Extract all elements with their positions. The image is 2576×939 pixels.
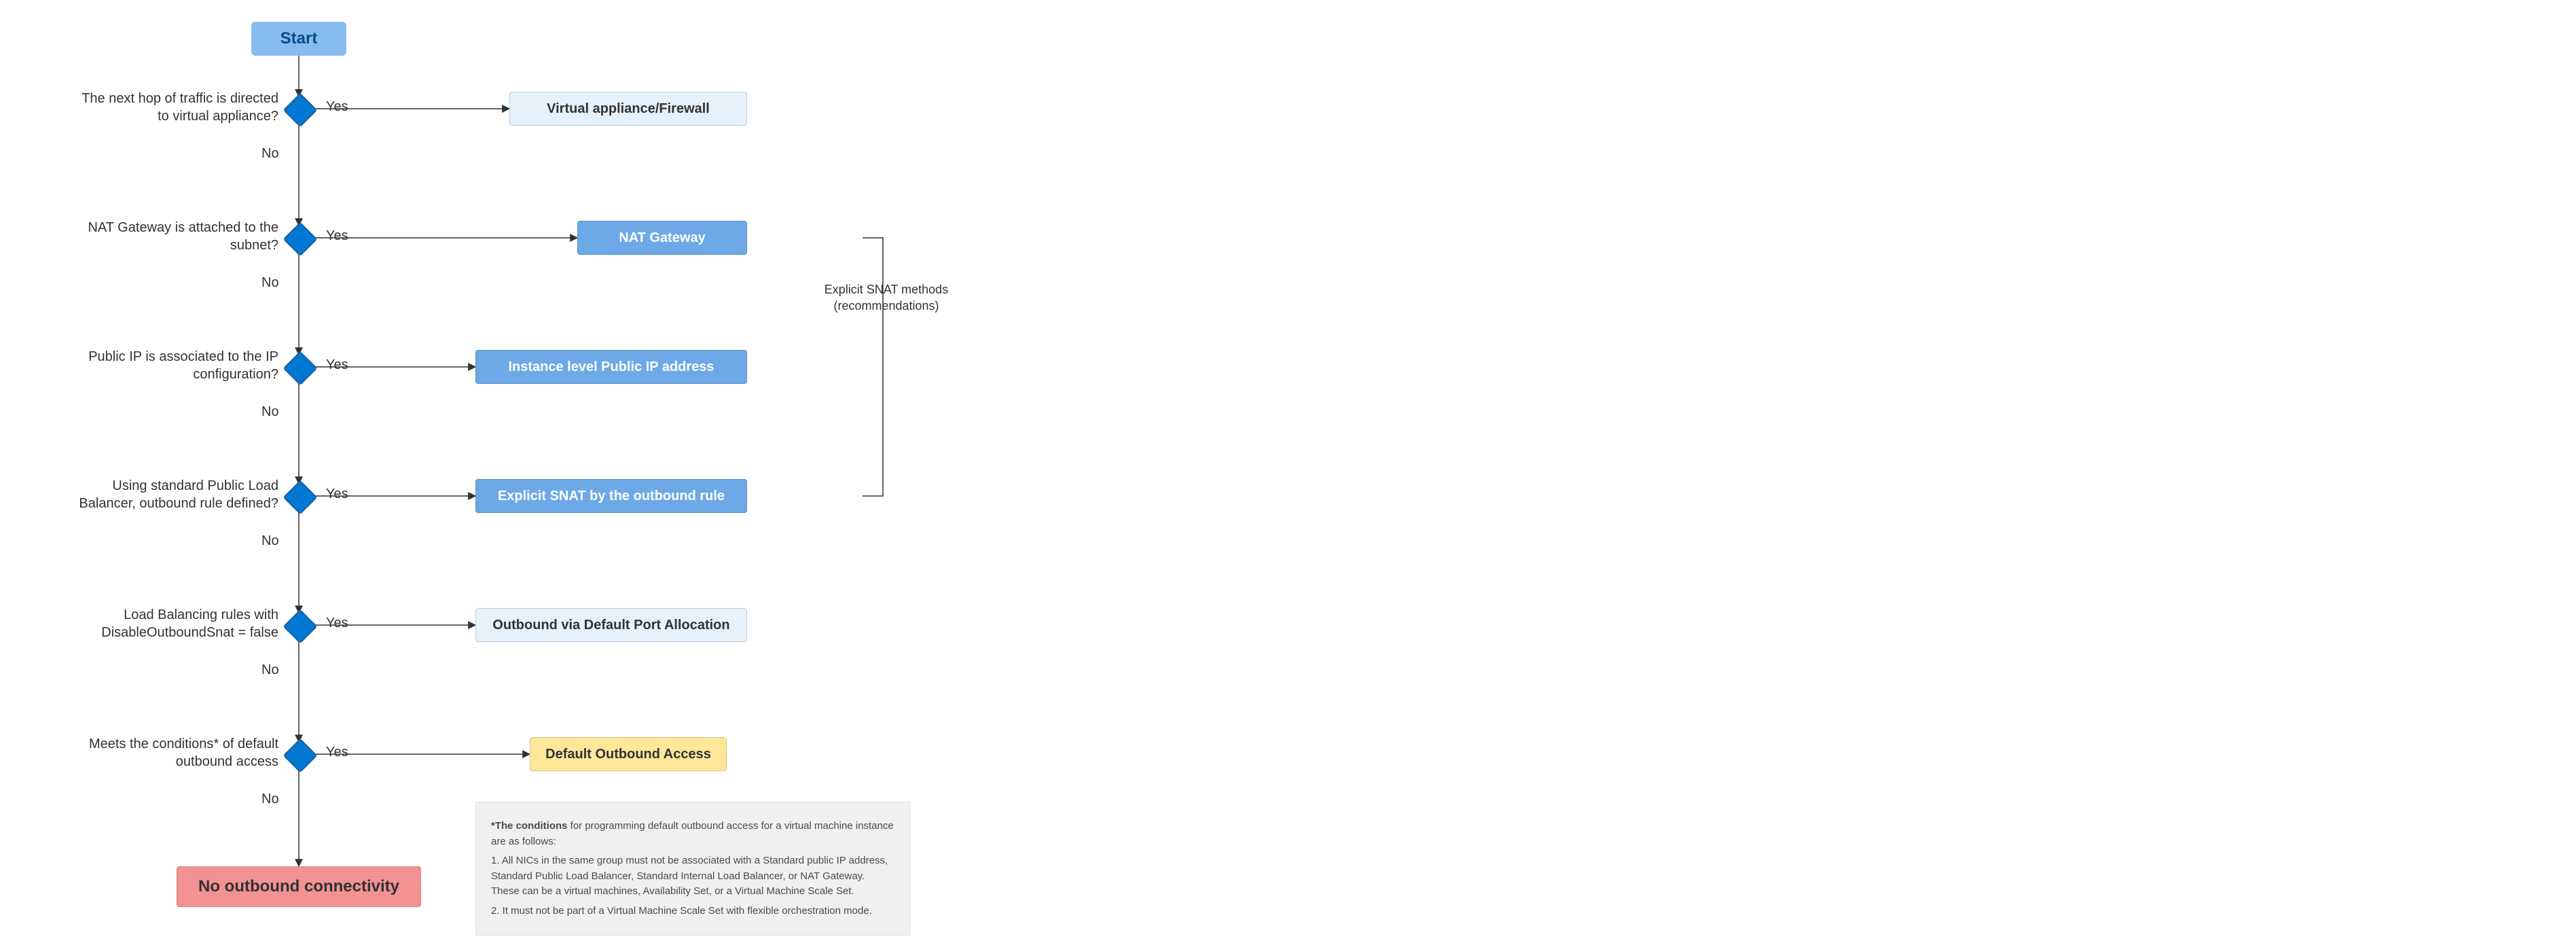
bracket-annotation-line1: Explicit SNAT methods bbox=[812, 282, 961, 298]
end-node: No outbound connectivity bbox=[177, 866, 421, 907]
decision-diamond bbox=[283, 739, 318, 773]
decision-question: Meets the conditions* of default outboun… bbox=[68, 735, 278, 770]
decision-question: The next hop of traffic is directed to v… bbox=[68, 90, 278, 125]
result-box: Default Outbound Access bbox=[530, 737, 727, 771]
edge-label-no: No bbox=[261, 792, 279, 807]
flowchart-canvas: Start The next hop of traffic is directed… bbox=[0, 0, 1087, 939]
decision-question: Public IP is associated to the IP config… bbox=[68, 348, 278, 383]
result-box: Outbound via Default Port Allocation bbox=[475, 608, 747, 642]
decision-diamond bbox=[283, 480, 318, 515]
start-node: Start bbox=[251, 22, 346, 56]
edge-label-no: No bbox=[261, 662, 279, 678]
decision-question: Load Balancing rules with DisableOutboun… bbox=[68, 606, 278, 641]
decision-diamond bbox=[283, 222, 318, 257]
decision-question: Using standard Public Load Balancer, out… bbox=[68, 477, 278, 512]
edge-label-no: No bbox=[261, 275, 279, 291]
decision-diamond bbox=[283, 351, 318, 386]
edge-label-yes: Yes bbox=[326, 228, 348, 244]
result-box: NAT Gateway bbox=[577, 221, 747, 255]
edge-label-yes: Yes bbox=[326, 486, 348, 502]
note-lead-bold: *The conditions bbox=[491, 820, 568, 832]
edge-label-yes: Yes bbox=[326, 616, 348, 631]
edge-label-yes: Yes bbox=[326, 99, 348, 115]
note-item-2: 2. It must not be part of a Virtual Mach… bbox=[491, 904, 894, 919]
decision-question: NAT Gateway is attached to the subnet? bbox=[68, 219, 278, 254]
edge-label-yes: Yes bbox=[326, 357, 348, 373]
edges-layer bbox=[0, 0, 1087, 939]
edge-label-no: No bbox=[261, 404, 279, 420]
result-box: Virtual appliance/Firewall bbox=[509, 92, 747, 126]
edge-label-yes: Yes bbox=[326, 745, 348, 760]
result-box: Instance level Public IP address bbox=[475, 350, 747, 384]
decision-diamond bbox=[283, 93, 318, 128]
result-box: Explicit SNAT by the outbound rule bbox=[475, 479, 747, 513]
note-item-1: 1. All NICs in the same group must not b… bbox=[491, 853, 894, 900]
conditions-note: *The conditions for programming default … bbox=[475, 802, 910, 936]
bracket-annotation-line2: (recommendations) bbox=[812, 298, 961, 314]
edge-label-no: No bbox=[261, 533, 279, 549]
edge-label-no: No bbox=[261, 146, 279, 162]
decision-diamond bbox=[283, 609, 318, 644]
